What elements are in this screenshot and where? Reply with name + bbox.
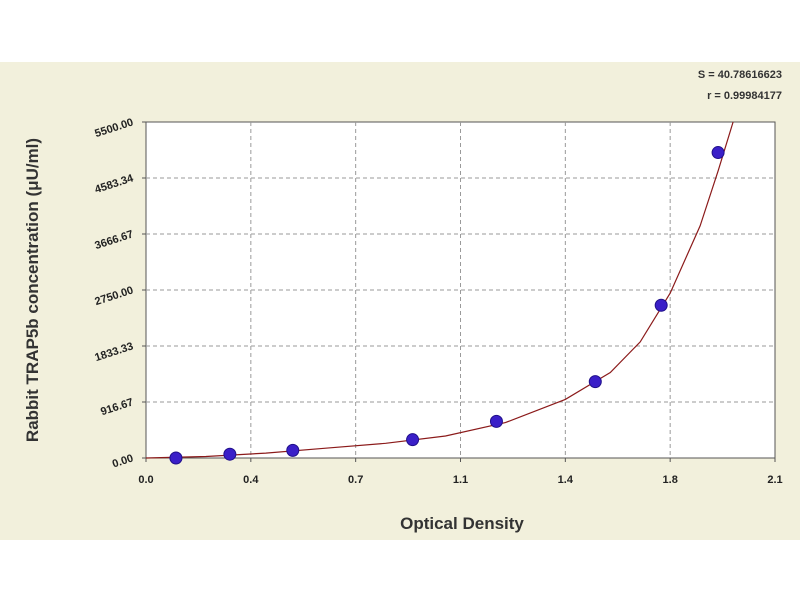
fit-stat-r: r = 0.99984177 (707, 90, 782, 102)
x-tick-label: 0.4 (243, 474, 259, 486)
data-point (711, 146, 725, 160)
x-tick-label: 1.8 (663, 474, 678, 486)
fit-curve (145, 121, 734, 459)
fit-stat-s: S = 40.78616623 (698, 69, 782, 81)
y-tick-label: 2750.00 (93, 284, 135, 308)
data-point (588, 375, 602, 389)
data-point (286, 443, 300, 457)
x-tick-label: 2.1 (767, 474, 782, 486)
grid-lines (142, 121, 776, 462)
data-points (169, 146, 725, 465)
x-tick-labels: 0.0 0.4 0.7 1.1 1.4 1.8 2.1 (138, 474, 782, 486)
y-tick-label: 1833.33 (93, 340, 135, 364)
data-point (406, 433, 420, 447)
y-tick-label: 3666.67 (93, 228, 135, 252)
y-tick-label: 0.00 (111, 452, 135, 470)
data-point (654, 298, 668, 312)
y-axis-title: Rabbit TRAP5b concentration (μU/ml) (23, 138, 42, 442)
x-tick-label: 0.0 (138, 474, 153, 486)
y-tick-label: 4583.34 (93, 172, 135, 196)
x-axis-title: Optical Density (400, 514, 524, 533)
x-tick-label: 1.1 (453, 474, 468, 486)
data-point (169, 451, 183, 465)
y-tick-label: 5500.00 (93, 116, 135, 140)
x-tick-label: 0.7 (348, 474, 363, 486)
y-tick-label: 916.67 (99, 396, 135, 418)
data-point (223, 447, 237, 461)
data-point (489, 414, 503, 428)
x-tick-label: 1.4 (558, 474, 574, 486)
y-tick-labels: 0.00 916.67 1833.33 2750.00 3666.67 4583.34 55… (93, 116, 135, 470)
